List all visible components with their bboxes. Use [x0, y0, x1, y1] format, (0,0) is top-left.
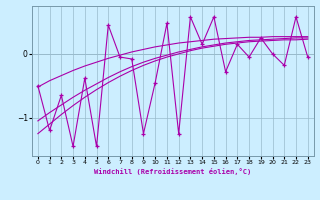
X-axis label: Windchill (Refroidissement éolien,°C): Windchill (Refroidissement éolien,°C): [94, 168, 252, 175]
